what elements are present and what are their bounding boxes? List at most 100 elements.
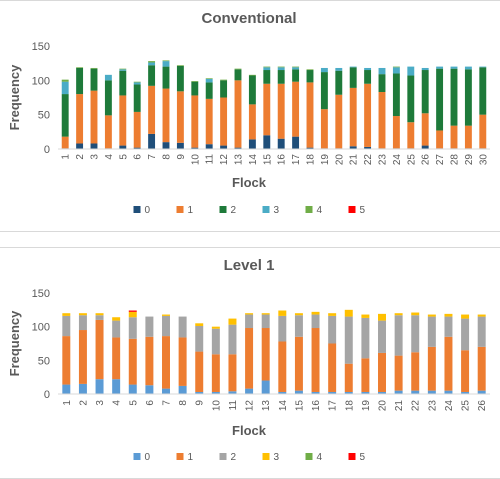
bar-segment-2 (245, 314, 254, 329)
bar-segment-2 (112, 320, 121, 338)
bar-segment-3 (62, 313, 71, 316)
x-tick-label: 24 (444, 400, 455, 412)
bar-segment-4 (162, 60, 170, 62)
x-tick-label: 21 (349, 154, 360, 166)
bar-segment-1 (364, 83, 372, 147)
bar-segment-3 (104, 74, 112, 81)
bar-segment-1 (128, 338, 137, 385)
x-tick-label: 11 (205, 154, 216, 165)
bar-segment-1 (104, 115, 112, 149)
bar-segment-1 (378, 92, 386, 149)
bar-segment-3 (277, 67, 285, 71)
x-tick-label: 19 (320, 154, 331, 166)
bar-segment-0 (62, 384, 71, 394)
legend-swatch-4 (305, 206, 313, 213)
bar-segment-3 (128, 311, 137, 318)
bar-segment-0 (112, 379, 121, 394)
bar-segment-3 (349, 66, 357, 68)
bar-segment-2 (178, 316, 187, 338)
bar-segment-1 (450, 125, 458, 149)
legend-swatch-2 (219, 453, 227, 460)
bar-segment-0 (477, 390, 486, 394)
bar-segment-2 (320, 72, 328, 110)
bar-segment-1 (306, 82, 314, 148)
bar-segment-3 (95, 313, 104, 316)
bar-segment-4 (76, 67, 84, 68)
x-tick-label: 9 (195, 400, 206, 406)
y-tick-label: 0 (44, 144, 50, 156)
bar-segment-3 (477, 314, 486, 317)
x-tick-label: 23 (427, 400, 438, 412)
bar-segment-3 (392, 67, 400, 74)
chart-title: Conventional (201, 10, 296, 27)
bar-segment-1 (178, 337, 187, 386)
bar-segment-1 (361, 358, 370, 392)
bar-segment-1 (335, 94, 343, 149)
x-tick-label: 29 (464, 154, 475, 166)
legend-swatch-0 (133, 453, 141, 460)
bar-segment-0 (306, 147, 314, 149)
bar-segment-1 (292, 81, 300, 137)
bar-segment-1 (220, 97, 228, 146)
x-tick-label: 5 (118, 154, 129, 160)
x-tick-label: 16 (277, 154, 288, 166)
legend-swatch-3 (262, 453, 270, 460)
bar-segment-3 (78, 313, 87, 316)
legend-swatch-1 (176, 453, 184, 460)
bar-segment-3 (444, 313, 453, 317)
y-tick-label: 100 (32, 322, 50, 334)
legend-label: 5 (360, 452, 366, 463)
bar-segment-0 (328, 391, 337, 394)
bar-segment-3 (119, 69, 127, 71)
bar-segment-0 (95, 379, 104, 394)
x-tick-label: 8 (162, 154, 173, 160)
bar-segment-4 (205, 78, 213, 79)
bar-segment-3 (407, 66, 415, 76)
bar-segment-2 (477, 316, 486, 347)
bar-segment-2 (294, 315, 303, 337)
bar-segment-1 (228, 354, 237, 392)
bar-segment-0 (128, 384, 137, 394)
bar-segment-0 (205, 144, 213, 149)
bar-segment-2 (407, 75, 415, 123)
bar-segment-0 (263, 135, 271, 149)
bar-segment-4 (220, 79, 228, 81)
y-axis-title: Frequency (7, 64, 22, 131)
x-tick-label: 25 (406, 154, 417, 166)
bar-segment-3 (162, 61, 170, 67)
bar-segment-1 (421, 113, 429, 146)
bar-segment-0 (421, 145, 429, 149)
bar-segment-3 (361, 314, 370, 318)
bar-segment-1 (195, 351, 204, 392)
x-tick-label: 20 (378, 400, 389, 412)
bar-segment-2 (479, 67, 487, 115)
bar-segment-2 (421, 70, 429, 114)
x-tick-label: 9 (176, 154, 187, 160)
bar-segment-1 (294, 336, 303, 391)
bar-segment-3 (162, 314, 170, 316)
bar-segment-4 (292, 66, 300, 68)
bar-segment-4 (263, 66, 271, 68)
bar-segment-0 (394, 390, 403, 394)
bar-segment-1 (90, 90, 98, 144)
x-tick-label: 26 (421, 154, 432, 166)
x-tick-label: 3 (90, 154, 101, 160)
bar-segment-2 (162, 315, 170, 337)
bar-segment-2 (62, 315, 71, 337)
bar-segment-4 (90, 67, 98, 69)
bar-segment-1 (191, 95, 199, 148)
bar-segment-1 (148, 85, 156, 134)
x-tick-label: 21 (394, 400, 405, 412)
bar-segment-0 (234, 147, 242, 149)
x-tick-label: 22 (363, 154, 374, 166)
bar-segment-1 (76, 94, 84, 144)
bar-segment-0 (248, 139, 256, 149)
bar-segment-2 (61, 94, 69, 137)
bar-segment-1 (278, 341, 287, 392)
bar-segment-1 (378, 352, 386, 392)
bar-segment-3 (450, 66, 458, 69)
bar-segment-1 (328, 343, 337, 392)
legend-label: 5 (360, 205, 366, 216)
bar-segment-3 (394, 313, 403, 316)
